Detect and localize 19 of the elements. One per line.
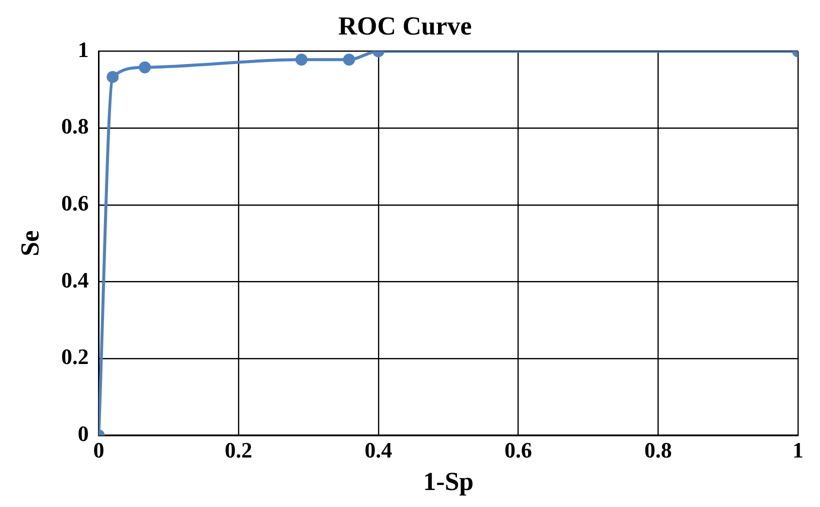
x-tick-label: 0.6 [504, 437, 532, 462]
y-tick-label: 0.4 [61, 267, 89, 292]
x-axis-title: 1-Sp [423, 467, 474, 496]
y-tick-label: 0 [78, 421, 89, 446]
y-tick-label: 0.2 [61, 344, 89, 370]
x-tick-label: 0 [93, 437, 104, 462]
point [295, 54, 308, 66]
x-tick-label: 0.4 [364, 437, 392, 462]
point [138, 61, 151, 74]
point [106, 70, 119, 83]
y-tick-label: 0.6 [61, 190, 89, 216]
y-tick-label: 0.8 [61, 114, 89, 139]
x-tick-label: 0.2 [224, 437, 252, 462]
chart-title: ROC Curve [338, 11, 472, 40]
x-tick-label: 1 [792, 437, 804, 462]
y-axis-title: Se [15, 230, 44, 256]
y-tick-label: 1 [78, 36, 89, 62]
x-tick-label: 0.8 [644, 437, 672, 462]
point [343, 54, 356, 66]
